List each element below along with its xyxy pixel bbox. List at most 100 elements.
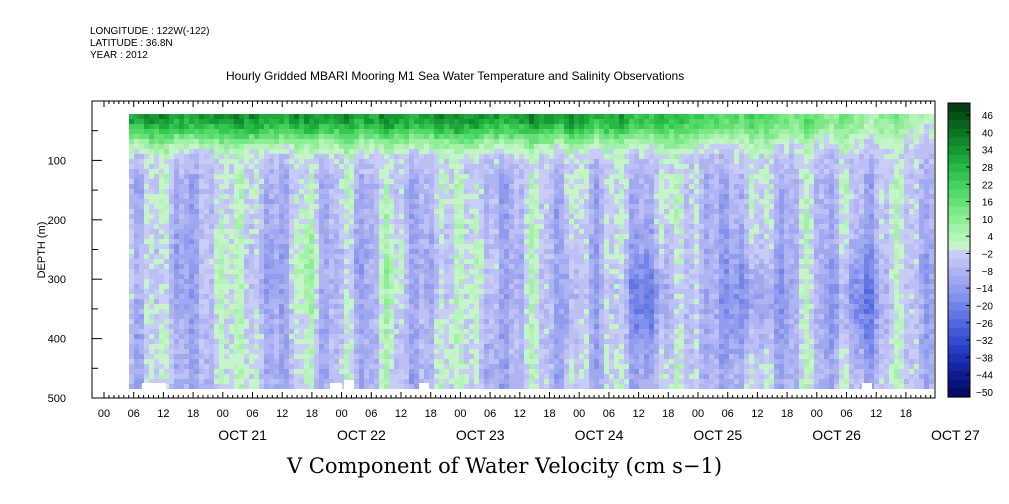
x-tick-label: 00: [217, 408, 229, 420]
x-day-label: OCT 27: [931, 427, 980, 443]
colorbar-swatch: [948, 154, 970, 165]
colorbar-label: 16: [982, 198, 994, 209]
colorbar-swatch: [948, 319, 970, 329]
longitude-label: LONGITUDE : 122W(-122): [90, 26, 210, 37]
colorbar-swatch: [948, 241, 970, 251]
y-tick-label: 100: [48, 155, 66, 167]
colorbar-swatch: [948, 275, 970, 286]
y-tick-label: 200: [48, 215, 66, 227]
x-tick-label: 18: [425, 408, 437, 420]
x-tick-label: 00: [692, 408, 704, 420]
x-tick-label: 00: [98, 408, 110, 420]
x-day-label: OCT 25: [693, 427, 742, 443]
x-day-label: OCT 24: [575, 427, 624, 443]
colorbar-label: −14: [976, 284, 993, 295]
colorbar: 46 40 34 28 22 16 10 4 −2 −8 −14 −20 −26 −32 −38 −44 −50: [947, 102, 994, 399]
x-tick-label: 18: [543, 408, 555, 420]
y-tick-label: 400: [48, 334, 66, 346]
data-gaps: [142, 380, 872, 389]
colorbar-label: −20: [976, 301, 993, 312]
colorbar-swatch: [948, 206, 970, 217]
x-tick-label: 18: [187, 408, 199, 420]
x-tick-label: 12: [157, 408, 169, 420]
colorbar-label: 46: [982, 111, 994, 122]
x-tick-label: 18: [306, 408, 318, 420]
colorbar-swatch: [948, 258, 970, 268]
colorbar-label: 22: [982, 180, 994, 191]
colorbar-label: −38: [976, 353, 993, 364]
x-tick-label: 18: [662, 408, 674, 420]
colorbar-swatch: [948, 198, 970, 208]
x-tick-label: 12: [395, 408, 407, 420]
x-tick-label: 00: [573, 408, 585, 420]
axes: 100 200 300 400 500 00 06 12 18 00 06 12 18 00 06 12 18 0…: [48, 101, 980, 443]
colorbar-swatch: [948, 232, 970, 242]
year-label: YEAR : 2012: [90, 50, 148, 61]
x-tick-label: 00: [335, 408, 347, 420]
x-tick-label: 12: [514, 408, 526, 420]
colorbar-label: 4: [987, 232, 993, 243]
colorbar-swatch: [948, 267, 970, 277]
colorbar-swatch: [948, 120, 970, 130]
variable-title: V Component of Water Velocity (cm s−1): [286, 454, 723, 478]
colorbar-label: −2: [982, 250, 994, 261]
x-tick-label: 06: [365, 408, 377, 420]
colorbar-swatch: [948, 215, 970, 225]
x-day-label: OCT 22: [337, 427, 386, 443]
colorbar-swatch: [948, 189, 970, 199]
colorbar-label: −8: [982, 267, 994, 278]
colorbar-label: 28: [982, 163, 994, 174]
x-tick-label: 06: [722, 408, 734, 420]
y-axis-title: DEPTH (m): [36, 222, 48, 279]
x-day-label: OCT 21: [218, 427, 267, 443]
colorbar-swatch: [948, 224, 970, 234]
colorbar-swatch: [948, 310, 970, 320]
x-tick-label: 12: [632, 408, 644, 420]
colorbar-swatch: [948, 327, 970, 338]
colorbar-swatch: [948, 336, 970, 346]
x-tick-label: 18: [781, 408, 793, 420]
colorbar-swatch: [948, 388, 970, 398]
colorbar-swatch: [948, 345, 970, 355]
colorbar-label: 34: [982, 146, 994, 157]
x-tick-label: 00: [454, 408, 466, 420]
colorbar-swatch: [948, 379, 970, 389]
x-tick-label: 06: [840, 408, 852, 420]
colorbar-swatch: [948, 111, 970, 121]
colorbar-swatch: [948, 362, 970, 372]
colorbar-label: −26: [976, 319, 993, 330]
colorbar-label: 40: [982, 128, 994, 139]
x-tick-label: 18: [900, 408, 912, 420]
x-tick-label: 12: [751, 408, 763, 420]
colorbar-swatch: [948, 103, 970, 113]
colorbar-label: −50: [976, 388, 993, 399]
colorbar-swatch: [948, 250, 970, 260]
latitude-label: LATITUDE : 36.8N: [90, 38, 173, 49]
colorbar-swatch: [948, 163, 970, 173]
colorbar-swatch: [948, 146, 970, 156]
colorbar-swatch: [948, 172, 970, 182]
colorbar-swatch: [948, 353, 970, 364]
x-tick-label: 12: [870, 408, 882, 420]
colorbar-label: −32: [976, 336, 993, 347]
y-tick-label: 300: [48, 274, 66, 286]
colorbar-label: −44: [976, 371, 993, 382]
x-tick-label: 06: [128, 408, 140, 420]
colorbar-swatch: [948, 180, 970, 191]
x-day-label: OCT 23: [456, 427, 505, 443]
colorbar-label: 10: [982, 215, 994, 226]
y-tick-label: 500: [48, 393, 66, 405]
chart-title: Hourly Gridded MBARI Mooring M1 Sea Wate…: [226, 69, 685, 83]
heatmap-field: [129, 114, 934, 389]
colorbar-swatch: [948, 371, 970, 381]
x-tick-label: 06: [484, 408, 496, 420]
colorbar-swatch: [948, 137, 970, 147]
colorbar-swatch: [948, 301, 970, 312]
colorbar-swatch: [948, 284, 970, 294]
colorbar-swatch: [948, 128, 970, 139]
x-day-label: OCT 26: [812, 427, 861, 443]
x-tick-label: 00: [811, 408, 823, 420]
x-tick-label: 06: [603, 408, 615, 420]
colorbar-swatch: [948, 293, 970, 303]
